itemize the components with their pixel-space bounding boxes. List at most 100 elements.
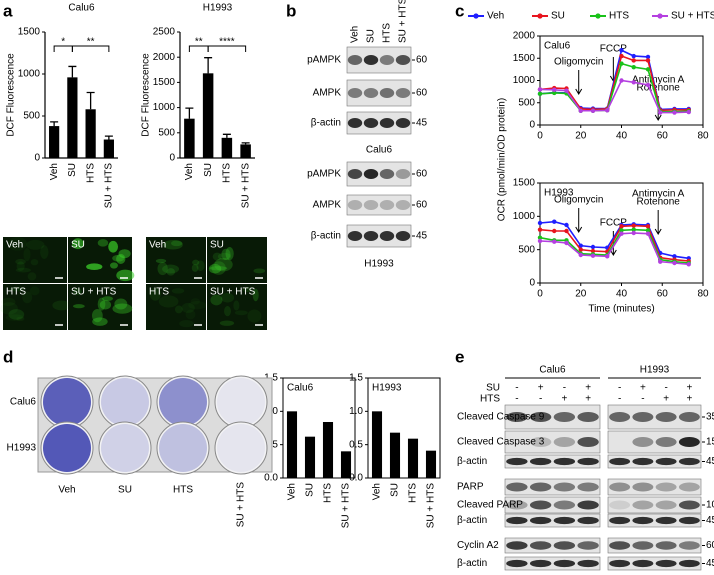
micrograph-label: SU	[71, 240, 85, 251]
y-axis-label: DCF Fluorescence	[6, 53, 17, 137]
cell-signal	[23, 247, 31, 262]
well-stain	[159, 378, 207, 426]
blot-row-label: β-actin	[311, 231, 341, 242]
data-point	[590, 108, 596, 113]
cell-signal	[15, 267, 31, 273]
y-tick-label: 1000	[513, 211, 536, 222]
injection-arrow	[575, 208, 583, 233]
x-tick-label: SU + HTS	[240, 163, 251, 209]
well	[214, 421, 268, 475]
bar	[340, 451, 352, 478]
data-point	[631, 80, 636, 85]
legend-marker	[473, 13, 479, 19]
lane-label: Veh	[350, 26, 361, 43]
blot-band	[655, 437, 677, 447]
significance-bracket	[207, 45, 247, 52]
cell-signal	[208, 263, 222, 274]
blot-band	[379, 88, 395, 98]
injection-arrow	[654, 210, 662, 235]
blot-strip	[504, 478, 601, 496]
legend-label: HTS	[609, 11, 629, 22]
x-tick-label: 0	[537, 289, 543, 300]
plate-row-label: Calu6	[10, 397, 37, 408]
blot-cell-label: Calu6	[366, 145, 393, 156]
panel-letter: b	[286, 1, 296, 20]
blot-band	[379, 55, 395, 65]
blot-band	[379, 169, 395, 179]
x-tick-label: 20	[575, 289, 587, 300]
cell-signal	[190, 298, 201, 305]
blot-cell-label: H1993	[364, 259, 394, 270]
cell-signal	[242, 286, 253, 293]
legend-marker	[657, 13, 663, 19]
y-tick-label: 1500	[153, 77, 176, 88]
panel-letter: e	[455, 347, 464, 366]
error-bar	[86, 91, 95, 110]
blot-band	[609, 516, 631, 525]
chart-title: H1993	[544, 188, 574, 199]
cell-signal	[192, 259, 200, 266]
treatment-sign: -	[539, 394, 542, 405]
data-point	[619, 53, 624, 59]
blot-row-label: Cleaved Caspase 9	[457, 412, 545, 423]
cell-signal	[170, 240, 183, 247]
data-point	[578, 247, 583, 252]
injection-arrow	[575, 70, 583, 95]
treatment-sign: +	[640, 383, 646, 394]
x-tick-label: 80	[697, 131, 709, 142]
cell-signal	[30, 258, 39, 266]
cell-signal	[191, 264, 199, 272]
micrograph	[207, 237, 267, 283]
data-point	[631, 64, 636, 70]
cell-signal	[163, 239, 183, 250]
cell-signal	[157, 262, 168, 276]
data-point	[672, 254, 677, 259]
error-bar	[204, 57, 213, 74]
cell-signal	[174, 305, 183, 314]
mw-label: 60	[416, 88, 428, 99]
micrograph-label: SU	[210, 240, 224, 251]
chart-title: Calu6	[68, 3, 95, 14]
micrograph-label: SU + HTS	[210, 287, 256, 298]
mw-label: 45	[706, 515, 714, 526]
cell-signal	[247, 309, 262, 323]
blot-band	[379, 231, 395, 241]
x-tick-label: HTS	[323, 483, 334, 503]
x-tick-label: HTS	[222, 163, 233, 183]
well	[156, 421, 210, 475]
blot-band	[553, 516, 576, 525]
legend-label: SU + HTS	[671, 11, 714, 22]
cell-signal	[214, 257, 233, 272]
treatment-sign: +	[561, 394, 567, 405]
significance-label: **	[87, 37, 95, 48]
blot-band	[553, 482, 576, 492]
significance-label: **	[195, 37, 203, 48]
x-tick-label: SU + HTS	[341, 483, 352, 529]
blot-band	[506, 412, 528, 422]
data-point	[645, 228, 651, 233]
data-point	[619, 61, 624, 66]
treatment-sign: -	[664, 383, 667, 394]
injection-label: Oligomycin	[554, 195, 603, 206]
y-tick-label: 0.0	[264, 473, 278, 484]
blot-strip	[504, 513, 601, 528]
treatment-sign: -	[618, 383, 621, 394]
blot-band	[609, 412, 631, 422]
blot-band	[678, 482, 700, 492]
blot-row-label: Cleaved PARP	[457, 500, 523, 511]
y-tick-label: 2000	[513, 31, 536, 42]
treatment-sign: -	[563, 383, 566, 394]
cell-signal	[0, 302, 18, 315]
cell-signal	[116, 269, 135, 282]
error-bar	[50, 121, 59, 127]
micrograph	[207, 284, 267, 330]
y-tick-label: 0	[169, 153, 175, 164]
cell-signal	[27, 272, 37, 281]
data-point	[631, 53, 636, 59]
cell-signal	[185, 309, 196, 320]
blot-band	[655, 412, 677, 422]
injection-label: FCCP	[600, 218, 628, 229]
blot-band	[363, 200, 379, 210]
cell-signal	[233, 300, 240, 311]
